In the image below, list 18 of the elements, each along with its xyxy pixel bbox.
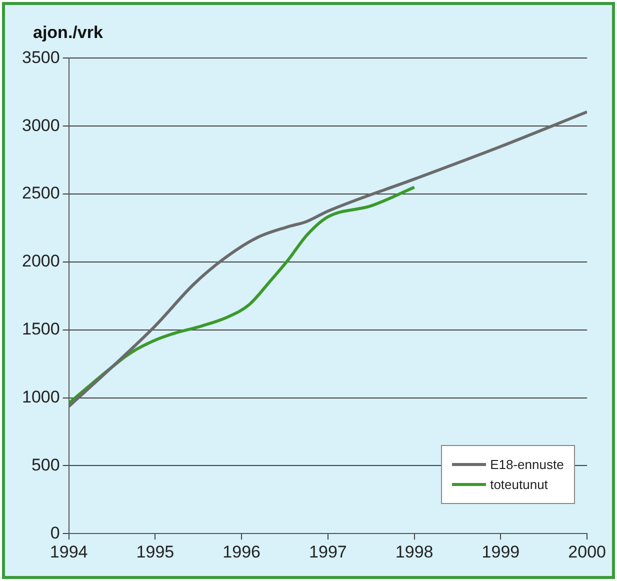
x-tick-label: 2000 xyxy=(568,542,606,562)
x-tick-label: 1994 xyxy=(50,542,88,562)
x-tick-label: 1997 xyxy=(309,542,347,562)
legend-label: E18-ennuste xyxy=(490,456,564,472)
y-tick-label: 1500 xyxy=(22,320,60,339)
legend-label: toteutunut xyxy=(490,476,548,492)
x-tick-label: 1996 xyxy=(222,542,260,562)
y-tick-label: 0 xyxy=(50,523,60,542)
y-axis-title: ajon./vrk xyxy=(33,23,103,43)
y-tick-label: 3500 xyxy=(22,48,60,67)
y-tick-label: 2500 xyxy=(22,184,60,203)
y-tick-label: 2000 xyxy=(22,252,60,271)
x-tick-label: 1999 xyxy=(482,542,520,562)
y-tick-label: 500 xyxy=(31,455,60,474)
x-tick-label: 1995 xyxy=(136,542,174,562)
y-tick-label: 1000 xyxy=(22,387,60,406)
x-tick-label: 1998 xyxy=(395,542,434,562)
y-tick-label: 3000 xyxy=(22,116,60,135)
